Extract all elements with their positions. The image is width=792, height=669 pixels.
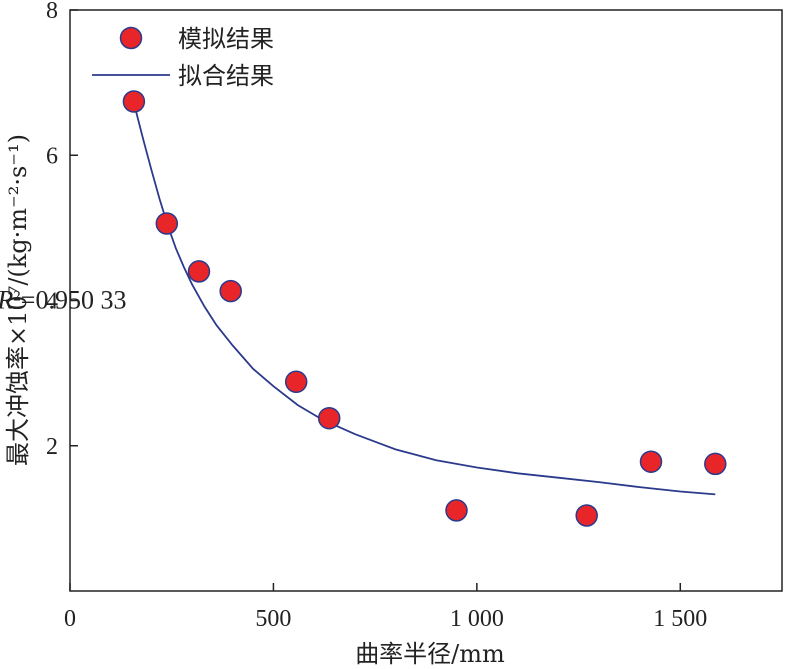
data-point [187, 260, 211, 283]
legend-label-simulation: 模拟结果 [178, 25, 274, 53]
y-axis-title: 最大冲蚀率×10⁷/(kg·m⁻²·s⁻¹) [4, 134, 32, 466]
data-point [155, 212, 179, 235]
points-layer [122, 90, 727, 527]
r-squared-value: =0.950 33 [21, 286, 127, 315]
y-axis-ticks: 2 4 6 8 [46, 0, 78, 460]
plot-frame [69, 9, 783, 592]
legend-label-fit: 拟合结果 [178, 62, 274, 90]
data-point [219, 279, 242, 303]
fit-curve [133, 102, 716, 496]
r-squared-annotation: R2=0.950 33 [0, 286, 126, 315]
x-tick-label: 500 [255, 606, 291, 632]
legend: 模拟结果 拟合结果 [92, 25, 274, 90]
r-squared-symbol: R [0, 286, 13, 315]
x-axis-title: 曲率半径/mm [355, 640, 505, 668]
y-tick-label: 4 [46, 289, 58, 315]
x-tick-label: 1 500 [653, 606, 707, 632]
r-squared-exponent: 2 [13, 289, 21, 305]
y-tick-label: 6 [46, 143, 58, 169]
data-point [122, 90, 146, 113]
fit-layer [133, 102, 716, 496]
data-point [575, 504, 598, 527]
x-axis-ticks: 0 500 1 000 1 500 [64, 583, 707, 632]
legend-marker-simulation [119, 26, 143, 50]
data-point [639, 450, 663, 473]
data-point [284, 370, 308, 394]
data-point [445, 499, 468, 522]
y-tick-label: 8 [46, 0, 58, 24]
x-tick-label: 0 [64, 606, 76, 632]
data-point [704, 452, 727, 476]
x-tick-label: 1 000 [450, 606, 504, 632]
data-point [317, 406, 341, 430]
y-tick-label: 2 [46, 434, 58, 460]
